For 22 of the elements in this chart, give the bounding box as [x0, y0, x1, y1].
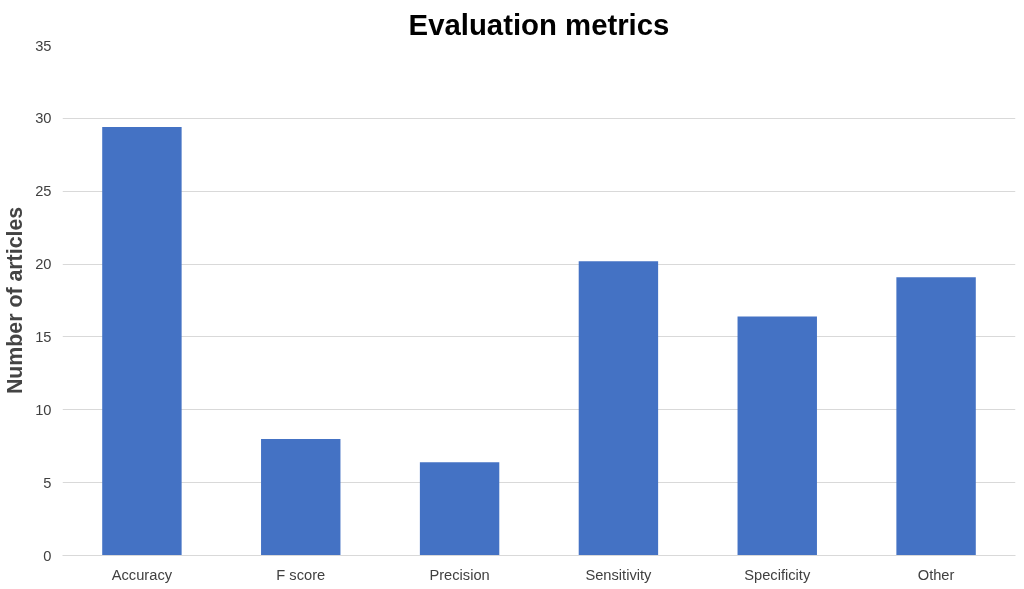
bar	[896, 277, 976, 556]
x-tick-label: F score	[276, 566, 326, 583]
x-tick-label: Precision	[429, 566, 490, 583]
bar	[737, 316, 817, 556]
y-tick-label: 35	[35, 37, 52, 54]
x-tick-label: Specificity	[744, 566, 811, 583]
y-axis-title: Number of articles	[3, 206, 28, 395]
y-tick-label: 15	[35, 328, 52, 345]
y-tick-label: 0	[43, 547, 52, 564]
y-tick-label: 25	[35, 183, 52, 200]
y-tick-label: 20	[35, 256, 52, 273]
y-tick-label: 30	[35, 110, 52, 127]
bar	[419, 462, 500, 556]
y-tick-label: 10	[35, 401, 52, 418]
bar	[261, 438, 341, 556]
chart-title: Evaluation metrics	[408, 7, 670, 41]
x-tick-label: Other	[917, 566, 955, 583]
x-tick-label: Sensitivity	[585, 566, 653, 583]
x-tick-label: Accuracy	[111, 566, 173, 583]
bar	[578, 261, 659, 556]
bar	[102, 127, 182, 556]
y-tick-label: 5	[43, 474, 52, 491]
